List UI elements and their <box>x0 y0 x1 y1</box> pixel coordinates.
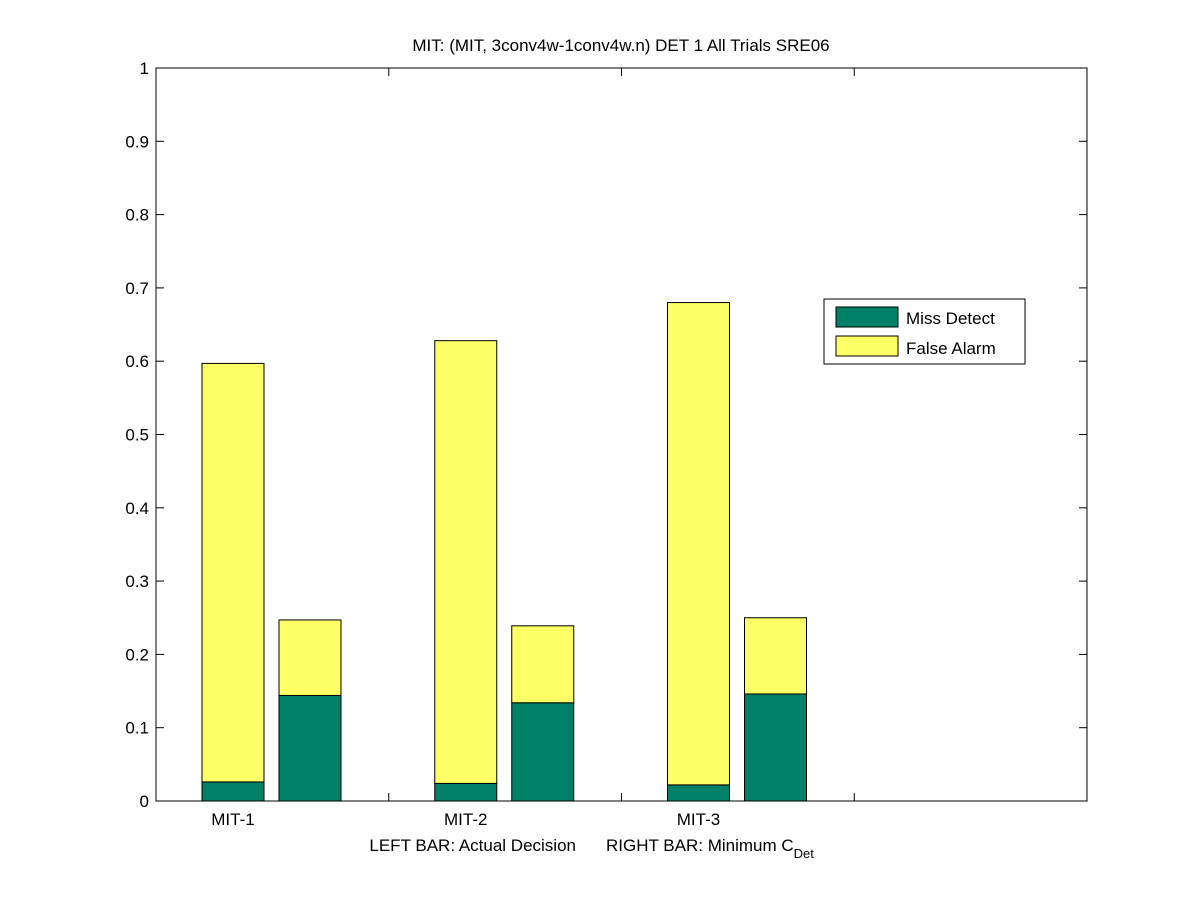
chart-title: MIT: (MIT, 3conv4w-1conv4w.n) DET 1 All … <box>412 36 829 55</box>
bar-mit-2-minimum-cdet-miss-detect <box>511 702 575 802</box>
y-tick-label: 0.3 <box>125 572 149 591</box>
x-tick-label: MIT-3 <box>677 810 720 829</box>
x-axis-label: LEFT BAR: Actual Decision RIGHT BAR: Min… <box>369 836 814 861</box>
legend: Miss Detect False Alarm <box>823 298 1026 365</box>
bar-mit-2-actual-decision-miss-detect <box>434 782 498 802</box>
y-tick-label: 0.4 <box>125 499 149 518</box>
y-tick-label: 0.7 <box>125 279 149 298</box>
bar-mit-1-actual-decision-false-alarm <box>201 362 265 783</box>
bar-mit-2-actual-decision-false-alarm <box>434 340 498 784</box>
x-axis-label-right-subscript: Det <box>794 846 815 861</box>
x-tick-label: MIT-2 <box>444 810 487 829</box>
y-tick-label: 1 <box>140 59 149 78</box>
y-tick-label: 0.8 <box>125 206 149 225</box>
legend-label-miss-detect: Miss Detect <box>906 309 995 328</box>
axes-group: MIT-1 MIT-2 MIT-3 0 0.1 0.2 0.3 0.4 0.5 0.6 0.7 0.8… <box>125 59 1088 829</box>
x-axis-label-left: LEFT BAR: Actual Decision <box>369 836 576 855</box>
bar-mit-3-minimum-cdet-false-alarm <box>744 617 807 695</box>
y-tick-label: 0.6 <box>125 352 149 371</box>
bar-mit-1-actual-decision-miss-detect <box>201 781 265 802</box>
bar-mit-1-minimum-cdet-false-alarm <box>278 619 342 696</box>
legend-swatch-false-alarm <box>835 335 899 357</box>
y-tick-label: 0.5 <box>125 426 149 445</box>
bar-mit-3-actual-decision-false-alarm <box>667 302 730 786</box>
bar-mit-3-minimum-cdet-miss-detect <box>744 693 807 802</box>
x-tick-label: MIT-1 <box>211 810 254 829</box>
bars-group <box>201 302 807 802</box>
x-axis-label-right-text: RIGHT BAR: Minimum C <box>606 836 794 855</box>
legend-label-false-alarm: False Alarm <box>906 339 996 358</box>
bar-mit-1-minimum-cdet-miss-detect <box>278 694 342 802</box>
y-tick-label: 0.1 <box>125 719 149 738</box>
x-axis-label-right: RIGHT BAR: Minimum CDet <box>606 836 814 861</box>
bar-mit-3-actual-decision-miss-detect <box>667 784 730 802</box>
y-tick-label: 0 <box>140 792 149 811</box>
y-tick-label: 0.9 <box>125 132 149 151</box>
bar-mit-2-minimum-cdet-false-alarm <box>511 625 575 704</box>
legend-swatch-miss-detect <box>835 306 899 328</box>
y-tick-label: 0.2 <box>125 645 149 664</box>
